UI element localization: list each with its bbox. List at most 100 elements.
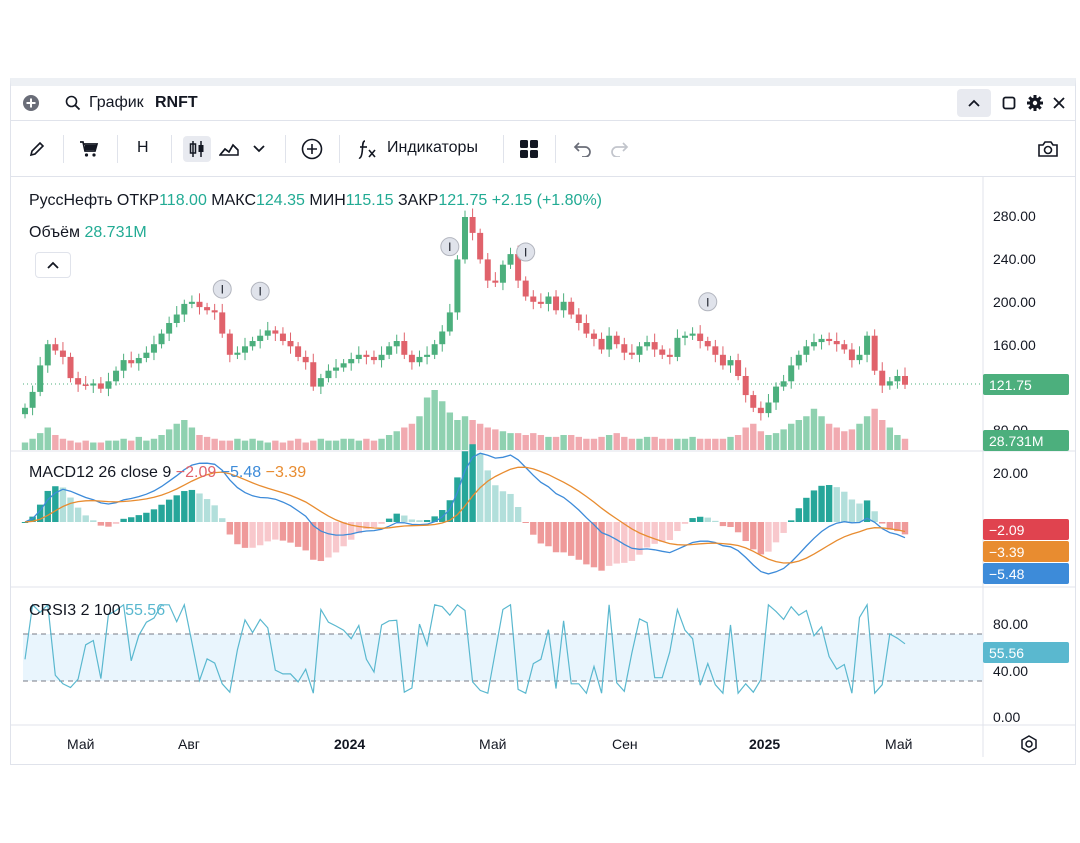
volume-bar: [696, 438, 704, 450]
macd-signal-value: −3.39: [265, 464, 307, 481]
candle-body: [757, 407, 764, 414]
volume-bar: [355, 440, 362, 450]
macd-histogram-bar: [507, 493, 514, 522]
event-marker: [440, 237, 460, 257]
volume-bar: [279, 442, 287, 450]
maximize-icon[interactable]: [999, 93, 1019, 113]
volume-bar: [727, 436, 734, 450]
macd-histogram-bar: [681, 522, 689, 524]
volume-bar: [484, 427, 491, 450]
macd-histogram-bar: [158, 504, 165, 522]
macd-histogram-bar: [112, 522, 120, 524]
macd-line-value: −5.48: [220, 464, 262, 481]
cart-icon[interactable]: [77, 137, 101, 161]
macd-histogram-bar: [871, 511, 878, 522]
volume-bar: [598, 436, 605, 450]
candle-body: [636, 346, 643, 355]
volume-bar: [674, 438, 681, 450]
macd-histogram-bar: [105, 522, 112, 527]
undo-icon[interactable]: [571, 137, 595, 161]
macd-histogram-bar: [408, 519, 416, 522]
macd-histogram-bar: [59, 487, 67, 522]
volume-bar: [67, 440, 74, 450]
volume-bar: [681, 438, 689, 450]
candle-body: [150, 344, 157, 353]
volume-bar: [886, 427, 894, 450]
camera-icon[interactable]: [1035, 137, 1061, 161]
volume-bar: [621, 436, 628, 450]
layout-icon[interactable]: [517, 137, 541, 161]
volume-bar: [545, 436, 552, 450]
top-bar: График RNFT: [11, 86, 1075, 121]
candles-icon[interactable]: [183, 136, 211, 162]
candle-body: [773, 386, 780, 403]
macd-histogram-bar: [825, 485, 833, 522]
macd-histogram-bar: [522, 522, 529, 523]
macd-histogram-bar: [666, 522, 674, 541]
candle-body: [553, 296, 560, 311]
axis-settings-icon[interactable]: [1017, 732, 1041, 756]
candle-body: [158, 333, 165, 345]
volume-bar: [704, 438, 711, 450]
candle-body: [219, 312, 226, 334]
symbol-name[interactable]: RNFT: [155, 94, 198, 111]
macd-histogram-bar: [423, 520, 431, 522]
search-label[interactable]: График: [89, 94, 144, 111]
macd-histogram-bar: [856, 503, 863, 522]
macd-histogram-bar: [484, 470, 491, 522]
macd-histogram-bar: [446, 500, 454, 522]
candle-body: [682, 335, 688, 338]
collapse-button[interactable]: [957, 89, 991, 117]
candle-body: [75, 378, 82, 385]
candle-body: [370, 356, 377, 361]
macd-histogram-bar: [143, 512, 150, 522]
candle-body: [530, 296, 537, 302]
candle-body: [204, 307, 211, 311]
candle-body: [226, 333, 233, 355]
indicators-icon[interactable]: [355, 136, 379, 162]
macd-histogram-bar: [401, 515, 408, 522]
macd-histogram-bar: [492, 485, 499, 522]
area-chart-icon[interactable]: [217, 137, 241, 161]
macd-histogram-bar: [659, 522, 666, 542]
candle-body: [295, 346, 302, 357]
indicators-button[interactable]: Индикаторы: [387, 139, 478, 156]
add-icon[interactable]: [299, 137, 325, 161]
signal-line: [24, 466, 906, 564]
redo-icon[interactable]: [607, 137, 631, 161]
pencil-icon[interactable]: [25, 137, 49, 161]
low-value: 115.15: [345, 192, 394, 209]
collapse-legend-button[interactable]: [35, 252, 71, 278]
candle-body: [848, 349, 855, 361]
macd-histogram-bar: [302, 522, 309, 551]
candle-body: [499, 264, 506, 283]
gear-icon[interactable]: [1025, 93, 1045, 113]
price-tick: 240.00: [993, 251, 1036, 267]
interval-button[interactable]: Н: [137, 139, 149, 156]
volume-bar: [795, 420, 802, 450]
volume-bar: [605, 435, 613, 450]
volume-value: 28.731M: [84, 224, 147, 241]
candle-body: [537, 301, 544, 304]
macd-histogram-bar: [44, 490, 51, 522]
macd-histogram-bar: [628, 522, 636, 561]
macd-histogram-bar: [416, 520, 423, 522]
chart-canvas[interactable]: I I I I I: [11, 177, 1075, 757]
search-icon[interactable]: [63, 93, 83, 113]
close-icon[interactable]: [1049, 93, 1069, 113]
macd-histogram-bar: [514, 507, 522, 522]
candle-body: [196, 301, 203, 308]
add-symbol-icon[interactable]: [21, 93, 41, 113]
volume-bar: [833, 427, 840, 450]
volume-bar: [788, 423, 795, 450]
macd-histogram-bar: [651, 522, 658, 544]
high-label: МАКС: [211, 192, 256, 209]
macd-histogram-bar: [765, 522, 772, 552]
macd-histogram-bar: [317, 522, 325, 562]
candle-body: [287, 341, 294, 347]
chevron-down-icon[interactable]: [249, 137, 269, 161]
crsi-name: CRSI3 2 100: [29, 602, 121, 619]
macd-histogram-bar: [120, 518, 127, 522]
candle-body: [545, 296, 552, 304]
candle-body: [583, 323, 590, 334]
